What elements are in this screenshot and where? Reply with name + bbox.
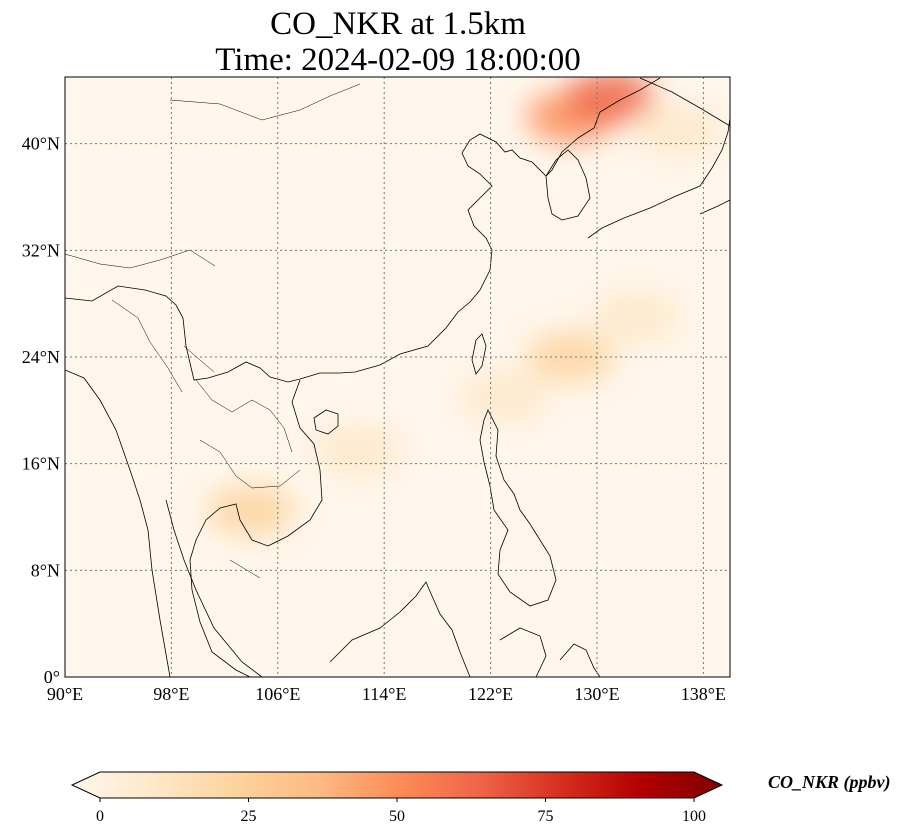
lon-tick-label: 106°E: [255, 684, 300, 704]
co-plume-2: [459, 371, 548, 423]
chart-title: CO_NKR at 1.5km: [270, 6, 526, 42]
lat-tick-label: 16°N: [22, 454, 60, 474]
lon-axis: 90°E 98°E 106°E 114°E 122°E 130°E 138°E: [47, 684, 726, 704]
co-plume-6: [566, 77, 655, 123]
lon-tick-label: 98°E: [153, 684, 189, 704]
lon-tick-label: 114°E: [362, 684, 407, 704]
lon-tick-label: 138°E: [681, 684, 726, 704]
indochina-coastline: [189, 379, 323, 677]
country-borders: [65, 83, 361, 579]
co-plume-1: [313, 424, 402, 477]
myanmar-coastline: [65, 369, 171, 677]
lon-tick-label: 122°E: [468, 684, 513, 704]
colorbar-tick-label: 75: [538, 808, 554, 825]
borneo-coastline: [329, 581, 471, 677]
colorbar-ticks: 0 25 50 75 100: [96, 798, 706, 825]
new-guinea-coastline: [559, 643, 601, 677]
sulawesi-coastline: [499, 627, 547, 677]
colorbar-tick-label: 0: [96, 808, 104, 825]
malay-coastline: [165, 499, 263, 677]
lat-tick-label: 32°N: [22, 240, 60, 260]
mainland-coastline: [65, 77, 661, 383]
taiwan-coastline: [471, 333, 487, 375]
lat-tick-label: 40°N: [22, 134, 60, 154]
gridlines: [65, 77, 730, 677]
lat-tick-label: 0°: [44, 667, 60, 687]
co-plume-7: [632, 104, 721, 157]
lat-tick-label: 24°N: [22, 347, 60, 367]
map-background: [65, 77, 730, 677]
chart-timestamp: Time: 2024-02-09 18:00:00: [215, 42, 581, 78]
co-plume-4: [592, 291, 681, 343]
lon-tick-label: 130°E: [574, 684, 619, 704]
colorbar-tick-label: 100: [682, 808, 706, 825]
colorbar-tick-label: 25: [241, 808, 257, 825]
japan-coastline: [587, 77, 730, 239]
map-frame: [64, 76, 731, 678]
lat-axis: 0° 8°N 16°N 24°N 32°N 40°N: [22, 134, 60, 687]
coastlines: [65, 77, 730, 677]
lon-tick-label: 90°E: [47, 684, 83, 704]
hainan-coastline: [313, 409, 339, 435]
korea-coastline: [545, 149, 591, 221]
colorbar-label: CO_NKR (ppbv): [768, 772, 891, 792]
colorbar: [70, 771, 724, 799]
colorbar-tick-label: 50: [389, 808, 405, 825]
co-plume-0: [207, 484, 296, 537]
philippines-coastline: [479, 409, 557, 607]
lat-tick-label: 8°N: [31, 560, 60, 580]
